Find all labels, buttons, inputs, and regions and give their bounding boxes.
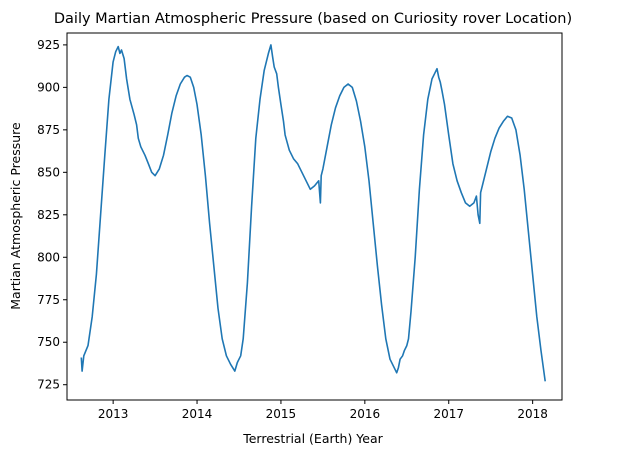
x-tick-label: 2013	[98, 407, 129, 421]
y-tick-label: 850	[37, 165, 60, 179]
x-tick-label: 2015	[266, 407, 297, 421]
y-tick-label: 750	[37, 335, 60, 349]
y-tick-label: 925	[37, 38, 60, 52]
x-tick-label: 2014	[182, 407, 213, 421]
y-axis: 725 750 775 800 825 850 875 900 925	[37, 38, 67, 392]
x-tick-label: 2017	[433, 407, 464, 421]
y-tick-label: 800	[37, 250, 60, 264]
y-tick-label: 725	[37, 378, 60, 392]
y-tick-label: 825	[37, 208, 60, 222]
x-axis-label: Terrestrial (Earth) Year	[242, 431, 383, 446]
pressure-series-line	[80, 44, 546, 382]
y-tick-label: 875	[37, 123, 60, 137]
x-tick-label: 2018	[517, 407, 548, 421]
y-axis-label: Martian Atmospheric Pressure	[8, 122, 23, 310]
x-axis: 2013 2014 2015 2016 2017 2018	[98, 400, 548, 421]
y-tick-label: 900	[37, 80, 60, 94]
x-tick-label: 2016	[350, 407, 381, 421]
plot-area	[66, 32, 563, 401]
chart-title: Daily Martian Atmospheric Pressure (base…	[54, 11, 572, 27]
y-tick-label: 775	[37, 293, 60, 307]
